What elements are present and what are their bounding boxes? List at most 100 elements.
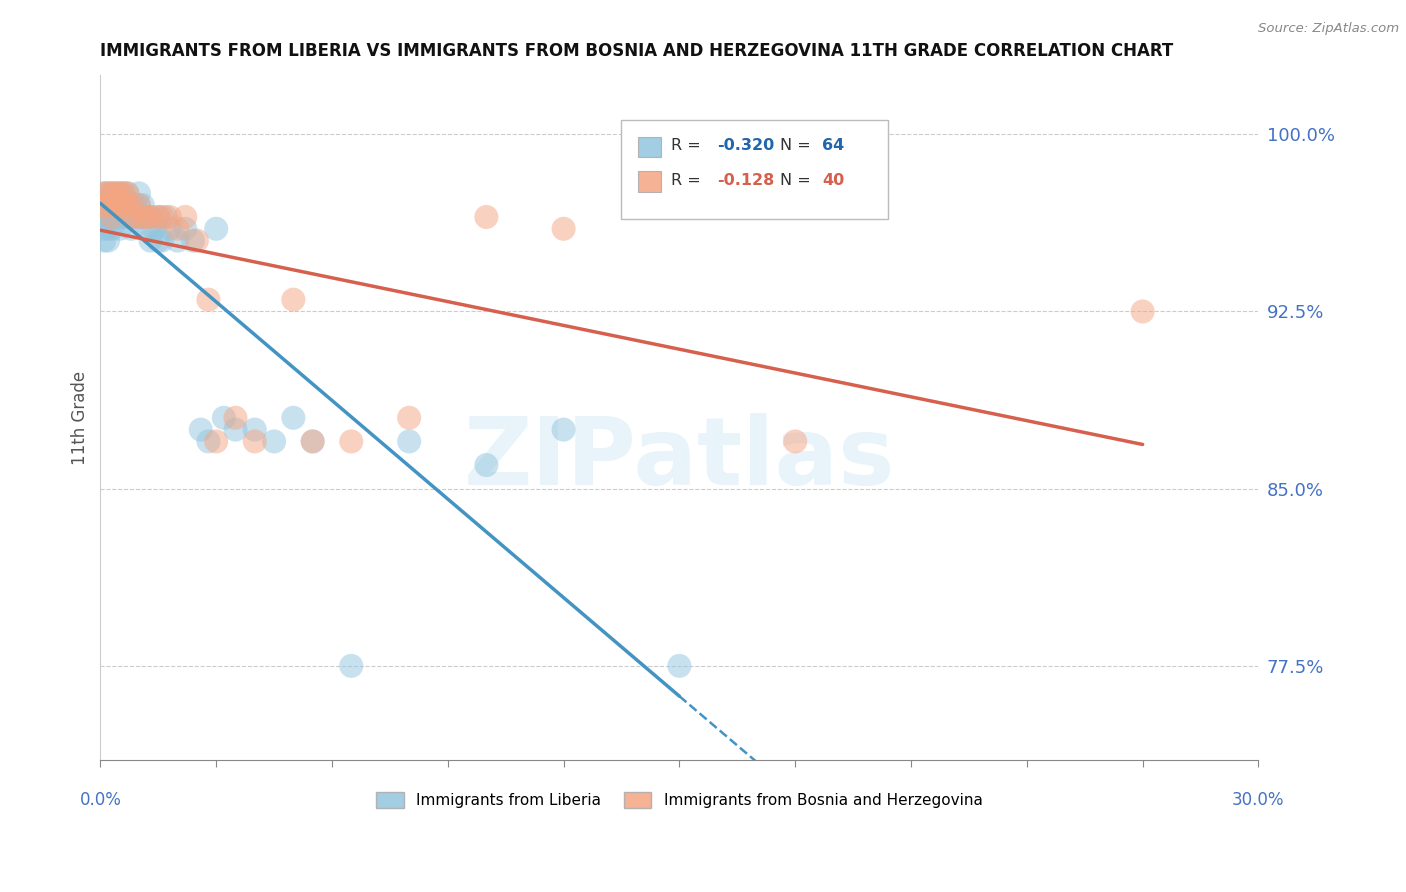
FancyBboxPatch shape — [638, 171, 661, 192]
Point — [128, 198, 150, 212]
Point — [101, 210, 124, 224]
Point — [112, 198, 135, 212]
Legend: Immigrants from Liberia, Immigrants from Bosnia and Herzegovina: Immigrants from Liberia, Immigrants from… — [370, 786, 988, 814]
Point — [112, 210, 135, 224]
Point — [553, 221, 575, 235]
Point — [150, 234, 173, 248]
Text: Source: ZipAtlas.com: Source: ZipAtlas.com — [1258, 22, 1399, 36]
Point — [174, 221, 197, 235]
Point — [117, 210, 139, 224]
Point — [101, 198, 124, 212]
Text: 30.0%: 30.0% — [1232, 791, 1285, 809]
Point — [224, 423, 246, 437]
Point — [197, 434, 219, 449]
Point — [398, 434, 420, 449]
Point — [186, 234, 208, 248]
Point — [340, 434, 363, 449]
Point — [101, 210, 124, 224]
Point — [124, 198, 146, 212]
Point — [97, 198, 120, 212]
Point — [181, 234, 204, 248]
Point — [148, 234, 170, 248]
Point — [150, 210, 173, 224]
Point — [205, 434, 228, 449]
Point — [132, 210, 155, 224]
Point — [553, 423, 575, 437]
Point — [93, 221, 115, 235]
Text: N =: N = — [780, 138, 815, 153]
Point — [166, 234, 188, 248]
Point — [120, 221, 142, 235]
Point — [166, 221, 188, 235]
Point — [117, 186, 139, 201]
FancyBboxPatch shape — [638, 136, 661, 157]
Text: -0.128: -0.128 — [717, 172, 775, 187]
Point — [139, 210, 162, 224]
Point — [120, 198, 142, 212]
Point — [132, 198, 155, 212]
Point — [104, 210, 127, 224]
Point — [101, 221, 124, 235]
Point — [190, 423, 212, 437]
Point — [104, 198, 127, 212]
Point — [135, 221, 157, 235]
Point — [97, 221, 120, 235]
Point — [1132, 304, 1154, 318]
Point — [159, 210, 181, 224]
Point — [97, 210, 120, 224]
Point — [124, 210, 146, 224]
Point — [104, 186, 127, 201]
Point — [108, 221, 131, 235]
Point — [93, 198, 115, 212]
Point — [101, 186, 124, 201]
Point — [475, 210, 498, 224]
Y-axis label: 11th Grade: 11th Grade — [72, 371, 89, 465]
Point — [97, 186, 120, 201]
Point — [243, 434, 266, 449]
Text: N =: N = — [780, 172, 815, 187]
Point — [93, 198, 115, 212]
Point — [205, 221, 228, 235]
Point — [120, 198, 142, 212]
Text: 0.0%: 0.0% — [79, 791, 121, 809]
Point — [283, 293, 305, 307]
Point — [143, 221, 166, 235]
Point — [112, 198, 135, 212]
Point — [128, 186, 150, 201]
Text: R =: R = — [671, 138, 706, 153]
Text: -0.320: -0.320 — [717, 138, 775, 153]
Point — [243, 423, 266, 437]
Point — [108, 210, 131, 224]
Text: IMMIGRANTS FROM LIBERIA VS IMMIGRANTS FROM BOSNIA AND HERZEGOVINA 11TH GRADE COR: IMMIGRANTS FROM LIBERIA VS IMMIGRANTS FR… — [100, 42, 1174, 60]
Point — [101, 186, 124, 201]
Point — [108, 198, 131, 212]
Point — [117, 198, 139, 212]
Point — [148, 210, 170, 224]
Text: ZIPatlas: ZIPatlas — [464, 413, 896, 505]
Point — [112, 186, 135, 201]
Point — [104, 198, 127, 212]
Point — [93, 234, 115, 248]
Text: R =: R = — [671, 172, 706, 187]
Text: 40: 40 — [823, 172, 844, 187]
Point — [398, 410, 420, 425]
Point — [128, 210, 150, 224]
Point — [148, 210, 170, 224]
Point — [108, 186, 131, 201]
Point — [128, 198, 150, 212]
Point — [283, 410, 305, 425]
Point — [101, 198, 124, 212]
Text: 64: 64 — [823, 138, 844, 153]
Point — [224, 410, 246, 425]
Point — [159, 221, 181, 235]
Point — [117, 198, 139, 212]
Point — [97, 186, 120, 201]
Point — [212, 410, 235, 425]
Point — [108, 198, 131, 212]
Point — [97, 198, 120, 212]
Point — [117, 186, 139, 201]
Point — [668, 658, 690, 673]
Point — [93, 186, 115, 201]
Point — [93, 210, 115, 224]
Point — [97, 234, 120, 248]
